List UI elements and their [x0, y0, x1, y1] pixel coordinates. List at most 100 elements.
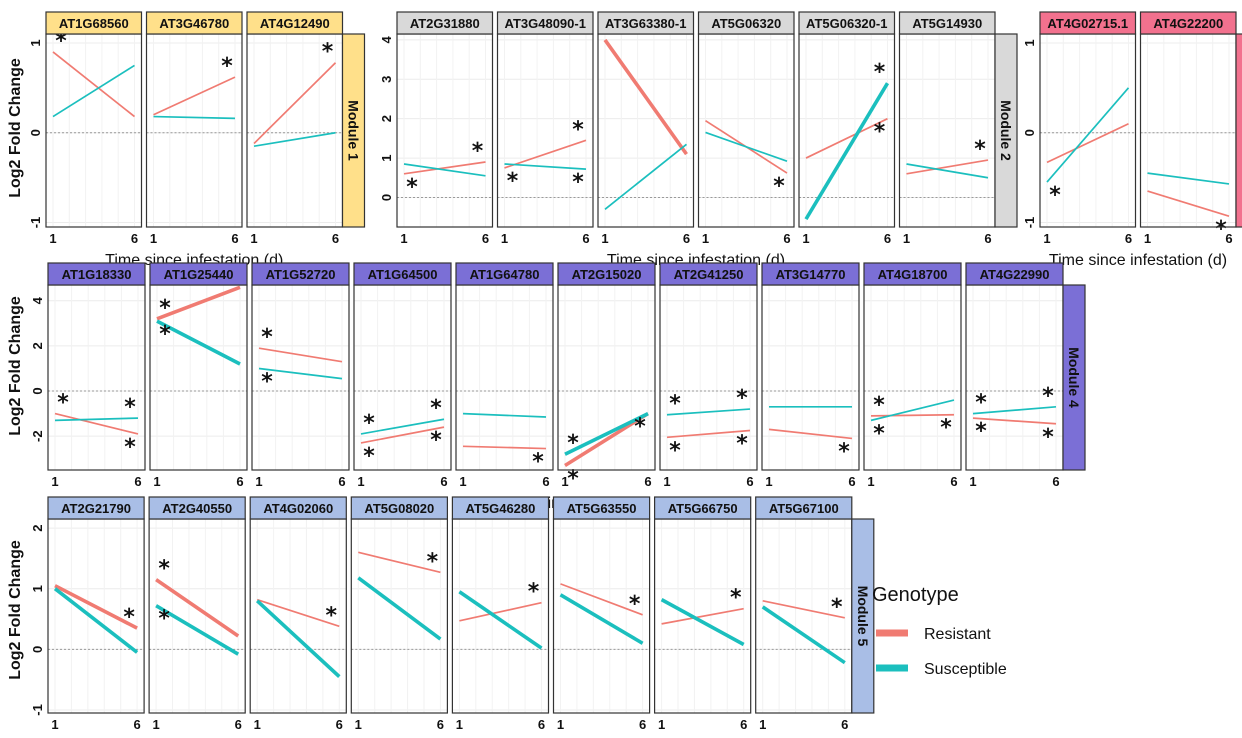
significance-marker: * — [629, 592, 641, 617]
facet-strip-label: AT3G63380-1 — [605, 16, 686, 31]
panel-background — [250, 519, 347, 713]
panel-background — [354, 285, 451, 470]
facet-strip-label: AT1G64500 — [368, 267, 438, 282]
legend: Genotype Resistant Susceptible — [872, 584, 1007, 678]
significance-marker: * — [124, 395, 136, 420]
panel-background — [456, 285, 553, 470]
facet-panel: * AT5G14930 1 6 — [898, 11, 996, 246]
significance-marker: * — [773, 174, 785, 199]
series-line-susceptible — [258, 367, 343, 380]
series-line-susceptible — [403, 163, 486, 177]
facet-strip — [451, 496, 550, 520]
facet-strip — [455, 262, 554, 286]
facet-panel: * AT5G08020 1 6 — [350, 496, 448, 732]
x-tick-label: 6 — [440, 474, 447, 489]
series-line-resistant — [1147, 190, 1230, 218]
facet-strip — [755, 496, 853, 520]
series-line-resistant — [504, 139, 587, 169]
facet-strip — [898, 11, 996, 35]
panel-background — [660, 285, 757, 470]
facet-strip-label: AT4G02715.1 — [1047, 16, 1128, 31]
significance-marker: * — [940, 416, 952, 441]
y-tick-label: 1 — [28, 39, 43, 46]
module-strip — [1235, 33, 1242, 228]
x-tick-label: 6 — [131, 231, 138, 246]
facet-strip-label: AT2G15020 — [572, 267, 642, 282]
facet-panel: * AT4G12490 1 6 — [246, 11, 344, 246]
series-line-resistant — [762, 600, 845, 619]
panel-background — [698, 34, 794, 227]
panel-background — [553, 519, 650, 713]
facet-strip — [47, 496, 145, 520]
x-tick-label: 1 — [601, 231, 608, 246]
series-line-resistant — [403, 161, 486, 175]
significance-marker: * — [57, 391, 69, 416]
facet-strip — [246, 11, 344, 35]
significance-marker: * — [567, 431, 579, 456]
facet-panel: * AT2G21790 1 6 — [47, 496, 145, 732]
x-tick-label: 6 — [783, 231, 790, 246]
x-tick-label: 1 — [400, 231, 407, 246]
y-tick-label: 1 — [1022, 39, 1037, 46]
significance-marker: * — [736, 386, 748, 411]
module-group-2: **AT2G3188016***AT3G48090-116*AT3G63380-… — [379, 11, 1018, 269]
y-tick-label: 2 — [30, 524, 45, 531]
facet-strip-label: AT4G22990 — [980, 267, 1050, 282]
module-label: Module 4 — [1066, 347, 1082, 408]
series-line-resistant — [661, 607, 744, 625]
significance-marker: * — [322, 40, 334, 65]
panel-background — [351, 519, 448, 713]
facet-panel: * * AT2G40550 1 6 — [148, 496, 246, 732]
facet-strip — [350, 496, 448, 520]
facet-strip-label: AT4G02060 — [263, 501, 333, 516]
significance-marker: * — [123, 605, 135, 630]
panel-background — [397, 34, 493, 227]
significance-marker: * — [634, 415, 646, 440]
y-axis-title: Log2 Fold Change — [7, 58, 24, 198]
series-line-susceptible — [804, 82, 890, 221]
facet-strip-label: AT5G66750 — [668, 501, 738, 516]
module-strip — [994, 33, 1018, 228]
y-tick-label: 4 — [379, 36, 394, 44]
facet-strip-label: AT2G21790 — [61, 501, 131, 516]
panel-background — [149, 519, 246, 713]
series-line-resistant — [462, 445, 547, 450]
significance-marker: * — [838, 439, 850, 464]
facet-panel: * * AT5G06320-1 1 6 — [798, 11, 896, 246]
significance-marker: * — [975, 391, 987, 416]
module-strip — [1062, 284, 1086, 471]
y-tick-label: 1 — [379, 154, 394, 161]
series-line-resistant — [52, 51, 136, 118]
facet-strip — [149, 262, 248, 286]
facet-strip — [1039, 11, 1137, 35]
facet-strip — [659, 262, 758, 286]
facet-panel: * * * * AT2G41250 1 6 — [659, 262, 758, 489]
significance-marker: * — [730, 586, 742, 611]
x-tick-label: 1 — [250, 231, 257, 246]
x-tick-label: 6 — [542, 474, 549, 489]
series-line-resistant — [256, 598, 340, 628]
significance-marker: * — [427, 549, 439, 574]
facet-strip-label: AT2G31880 — [410, 16, 480, 31]
panel-background — [452, 519, 549, 713]
y-tick-label: -2 — [30, 430, 45, 442]
x-tick-label: 1 — [254, 717, 261, 732]
x-tick-label: 1 — [1144, 231, 1151, 246]
panel-background — [247, 34, 343, 227]
significance-marker: * — [430, 428, 442, 453]
facet-strip — [761, 262, 860, 286]
facet-panel: * * * AT3G48090-1 1 6 — [496, 11, 594, 246]
series-line-susceptible — [972, 405, 1057, 415]
x-tick-label: 6 — [984, 231, 991, 246]
x-tick-label: 1 — [459, 474, 466, 489]
significance-marker: * — [873, 421, 885, 446]
series-line-susceptible — [255, 599, 341, 678]
x-tick-label: 6 — [740, 717, 747, 732]
panel-background — [966, 285, 1063, 470]
facet-strip-label: AT4G12490 — [260, 16, 330, 31]
y-tick-label: 1 — [30, 585, 45, 592]
